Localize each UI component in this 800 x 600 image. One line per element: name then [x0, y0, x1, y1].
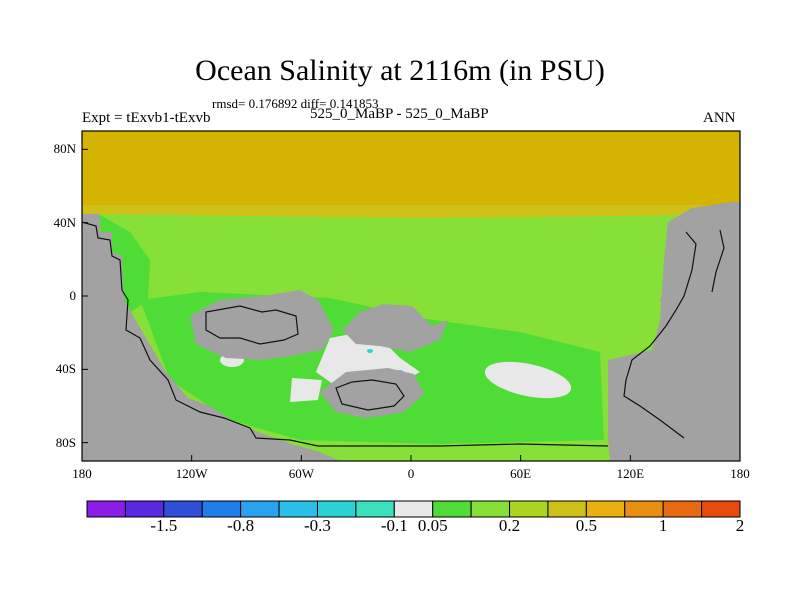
coastline-continent-a — [205, 305, 299, 345]
colorbar-label: -0.3 — [304, 516, 331, 535]
north-band — [82, 131, 740, 205]
x-tick-label: 180 — [72, 466, 92, 481]
x-tick-label: 60E — [510, 466, 532, 481]
colorbar-swatch — [624, 500, 664, 518]
colorbar-label: -0.8 — [227, 516, 255, 535]
colorbar-label: -1.5 — [150, 516, 178, 535]
land-continent-a — [190, 290, 334, 360]
colorbar — [86, 500, 741, 518]
colorbar-swatch — [393, 500, 434, 518]
north-band-transition — [82, 205, 740, 218]
colorbar-label: 1 — [658, 516, 668, 535]
colorbar-swatch — [432, 500, 472, 518]
colorbar-label: 0.2 — [498, 516, 521, 535]
season-label: ANN — [703, 110, 736, 126]
plot-title: Ocean Salinity at 2116m (in PSU) — [195, 54, 605, 87]
x-tick-label: 60W — [288, 466, 314, 481]
colorbar-swatch — [509, 500, 549, 518]
y-tick-label: 0 — [69, 288, 77, 303]
land-pacific-island — [660, 250, 700, 318]
colorbar-swatch — [585, 500, 626, 518]
land-east — [608, 202, 740, 461]
x-tick-label: 120E — [616, 466, 645, 481]
colorbar-swatch — [547, 500, 587, 518]
axis-ticks — [81, 148, 741, 461]
land-continent-b — [342, 304, 448, 352]
x-tick-label: 180 — [730, 466, 750, 481]
colorbar-swatch — [662, 500, 703, 518]
y-tick-label: 80S — [55, 434, 76, 450]
colorbar-swatch — [701, 500, 741, 518]
map-panel — [81, 130, 741, 462]
y-tick-label: 40S — [55, 361, 76, 377]
colorbar-swatch — [316, 500, 357, 518]
y-tick-label: 80N — [53, 141, 76, 157]
experiment-label: Expt = tExvb1-tExvb — [82, 110, 211, 126]
colorbar-swatch — [201, 500, 242, 518]
colorbar-label: 0.05 — [417, 516, 448, 535]
near-zero-patch-3 — [290, 378, 322, 402]
y-tick-label: 40N — [53, 214, 76, 230]
coastline-continent-c — [335, 379, 405, 411]
colorbar-swatch — [278, 500, 318, 518]
land-west — [82, 214, 340, 461]
coastline-east — [623, 231, 697, 439]
x-tick-label: 0 — [407, 466, 415, 481]
negative-patch-2 — [367, 349, 373, 353]
coastline-east-2 — [711, 229, 725, 293]
colorbar-label: 0.5 — [575, 516, 597, 535]
colorbar-swatch — [355, 500, 395, 518]
colorbar-swatch — [240, 500, 280, 518]
x-tick-label: 120W — [175, 466, 208, 481]
colorbar-label: 2 — [735, 516, 745, 535]
colorbar-swatch — [470, 500, 511, 518]
coastline-west — [81, 221, 609, 447]
center-label: 525_0_MaBP - 525_0_MaBP — [310, 106, 489, 122]
colorbar-swatch — [86, 500, 126, 518]
stats-text: rmsd= 0.176892 diff= 0.141853 — [212, 96, 379, 111]
near-zero-patch-2 — [484, 361, 572, 399]
colorbar-swatch — [124, 500, 165, 518]
colorbar-label: -0.1 — [380, 516, 408, 535]
colorbar-swatch — [163, 500, 203, 518]
